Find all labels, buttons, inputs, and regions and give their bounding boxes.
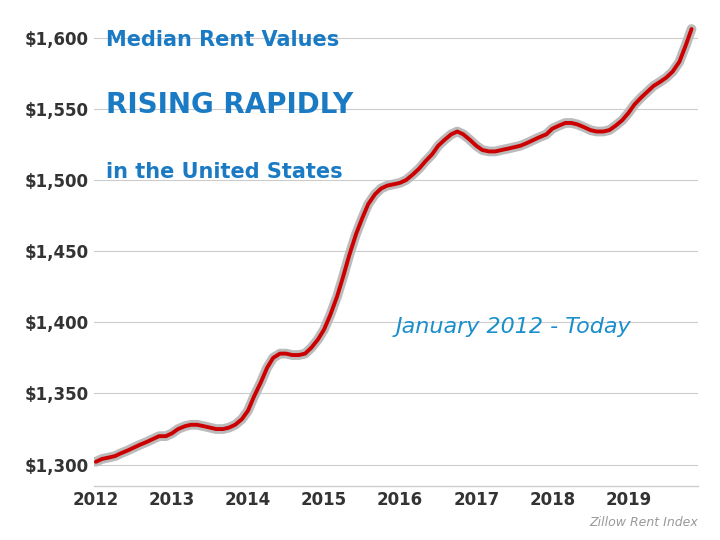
Text: RISING RAPIDLY: RISING RAPIDLY [106, 91, 353, 119]
Text: in the United States: in the United States [106, 162, 342, 182]
Text: Median Rent Values: Median Rent Values [106, 30, 339, 50]
Text: January 2012 - Today: January 2012 - Today [396, 317, 631, 337]
Text: Zillow Rent Index: Zillow Rent Index [590, 516, 698, 529]
